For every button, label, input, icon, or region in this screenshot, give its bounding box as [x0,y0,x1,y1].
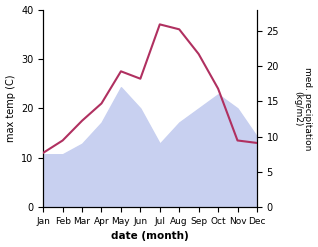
Y-axis label: med. precipitation
(kg/m2): med. precipitation (kg/m2) [293,67,313,150]
Y-axis label: max temp (C): max temp (C) [5,75,16,142]
X-axis label: date (month): date (month) [111,231,189,242]
